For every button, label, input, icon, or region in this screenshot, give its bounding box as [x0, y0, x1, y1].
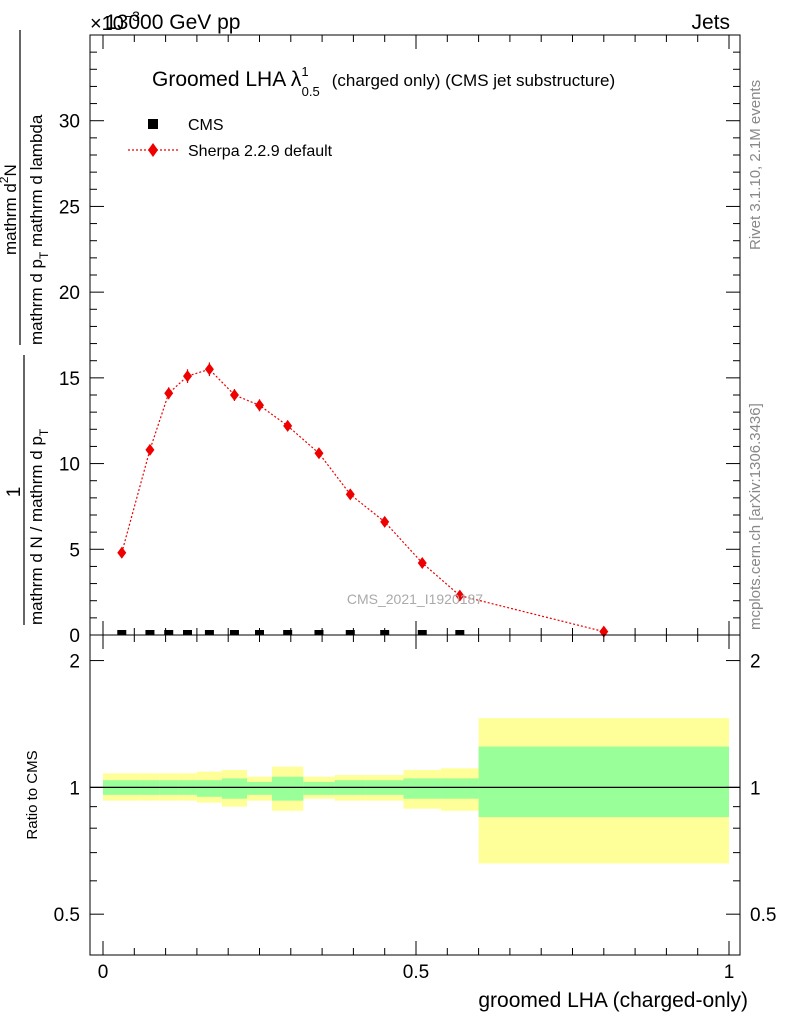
ratio-xtick-label: 1: [724, 962, 735, 983]
ratio-band-inner: [196, 780, 222, 797]
ratio-band-inner: [246, 781, 273, 795]
ratio-xtick-label: 0: [98, 962, 109, 983]
sherpa-point: [255, 399, 264, 412]
watermark: CMS_2021_I1920187: [347, 591, 483, 607]
ratio-band-inner: [272, 776, 304, 801]
header-jets-label: Jets: [691, 11, 730, 34]
x-axis-label: groomed LHA (charged-only): [478, 989, 748, 1012]
main-ytick-label: 0: [69, 626, 80, 647]
sherpa-point: [455, 589, 465, 602]
cms-point: [145, 630, 155, 635]
cms-point: [255, 630, 264, 635]
sherpa-point: [283, 419, 293, 432]
rivet-version-label: Rivet 3.1.10, 2.1M events: [747, 80, 764, 250]
main-ytick-label: 15: [59, 369, 80, 390]
sherpa-point: [229, 389, 239, 401]
cms-point: [314, 630, 324, 635]
ratio-band-inner: [403, 778, 442, 799]
cms-point: [345, 630, 355, 635]
main-ytick-label: 30: [59, 112, 80, 133]
cms-point: [183, 630, 193, 635]
cms-point: [164, 630, 174, 635]
ratio-band-inner: [441, 778, 479, 799]
cms-point: [229, 630, 239, 635]
sherpa-point: [417, 557, 427, 569]
legend-cms-marker: [148, 119, 158, 129]
main-panel: 0 5 10 15 20 25 30 CMS_2021_I1920187 Groomed L…: [0, 30, 741, 647]
sherpa-point: [145, 443, 155, 456]
ratio-ytick-label-right: 2: [750, 652, 761, 673]
y-label-denominator-2: mathrm d pT mathrm d lambda: [27, 114, 51, 345]
cms-point: [417, 630, 427, 635]
y-label-denominator-1: mathrm d N / mathrm d pT: [27, 428, 51, 625]
cms-point: [204, 630, 214, 635]
legend-cms-label: CMS: [188, 117, 224, 134]
ratio-ytick-label-right: 0.5: [750, 905, 776, 926]
mcplots-label: mcplots.cern.ch [arXiv:1306.3436]: [747, 403, 764, 630]
main-title: Groomed LHA λ1 0.5(charged only) (CMS jet…: [152, 64, 615, 99]
legend-sherpa-label: Sherpa 2.2.9 default: [188, 143, 333, 160]
cms-point: [455, 630, 465, 635]
ratio-ytick-label-left: 0.5: [54, 905, 80, 926]
ratio-ticks: 0.5 0.5 1 1 2 2 0 0.5 1: [54, 635, 776, 983]
sherpa-line: [121, 368, 604, 633]
y-label-numerator: mathrm d2N: [0, 164, 20, 255]
cms-point: [380, 630, 390, 635]
sherpa-point: [314, 447, 324, 460]
header-energy-label: 13000 GeV pp: [105, 11, 240, 34]
ratio-frame: [89, 634, 741, 956]
sherpa-point: [380, 515, 390, 528]
main-ytick-label: 5: [69, 540, 80, 561]
main-ytick-label: 10: [59, 455, 80, 476]
y-axis-label: 1 mathrm d N / mathrm d pT mathrm d2N ma…: [0, 30, 51, 625]
ratio-bands: [90, 718, 740, 864]
sherpa-point: [183, 370, 193, 383]
sherpa-point: [345, 488, 355, 501]
cms-point: [117, 630, 127, 635]
cms-point: [283, 630, 293, 635]
y-label-prefix: 1: [4, 487, 25, 498]
legend-sherpa-marker: [148, 143, 158, 157]
sherpa-point: [117, 546, 127, 559]
exponent-label: ×10−3: [90, 8, 140, 35]
main-ytick-label: 20: [59, 283, 80, 304]
ratio-ytick-label-right: 1: [750, 778, 761, 799]
ratio-panel: 0.5 0.5 1 1 2 2 0 0.5 1 Ratio to CMS groomed LHA…: [24, 634, 776, 1012]
ratio-ytick-label-left: 2: [69, 652, 80, 673]
main-ytick-label: 25: [59, 197, 80, 218]
ratio-band-inner: [221, 778, 247, 799]
ratio-y-label: Ratio to CMS: [24, 750, 41, 839]
sherpa-point: [204, 363, 214, 376]
main-ticks: 0 5 10 15 20 25 30: [59, 34, 740, 647]
sherpa-point: [164, 387, 174, 400]
main-data: [117, 362, 609, 638]
ratio-band-inner: [303, 781, 335, 795]
ratio-band-inner: [478, 746, 729, 818]
ratio-ytick-label-left: 1: [69, 778, 80, 799]
ratio-xtick-label: 0.5: [403, 962, 429, 983]
